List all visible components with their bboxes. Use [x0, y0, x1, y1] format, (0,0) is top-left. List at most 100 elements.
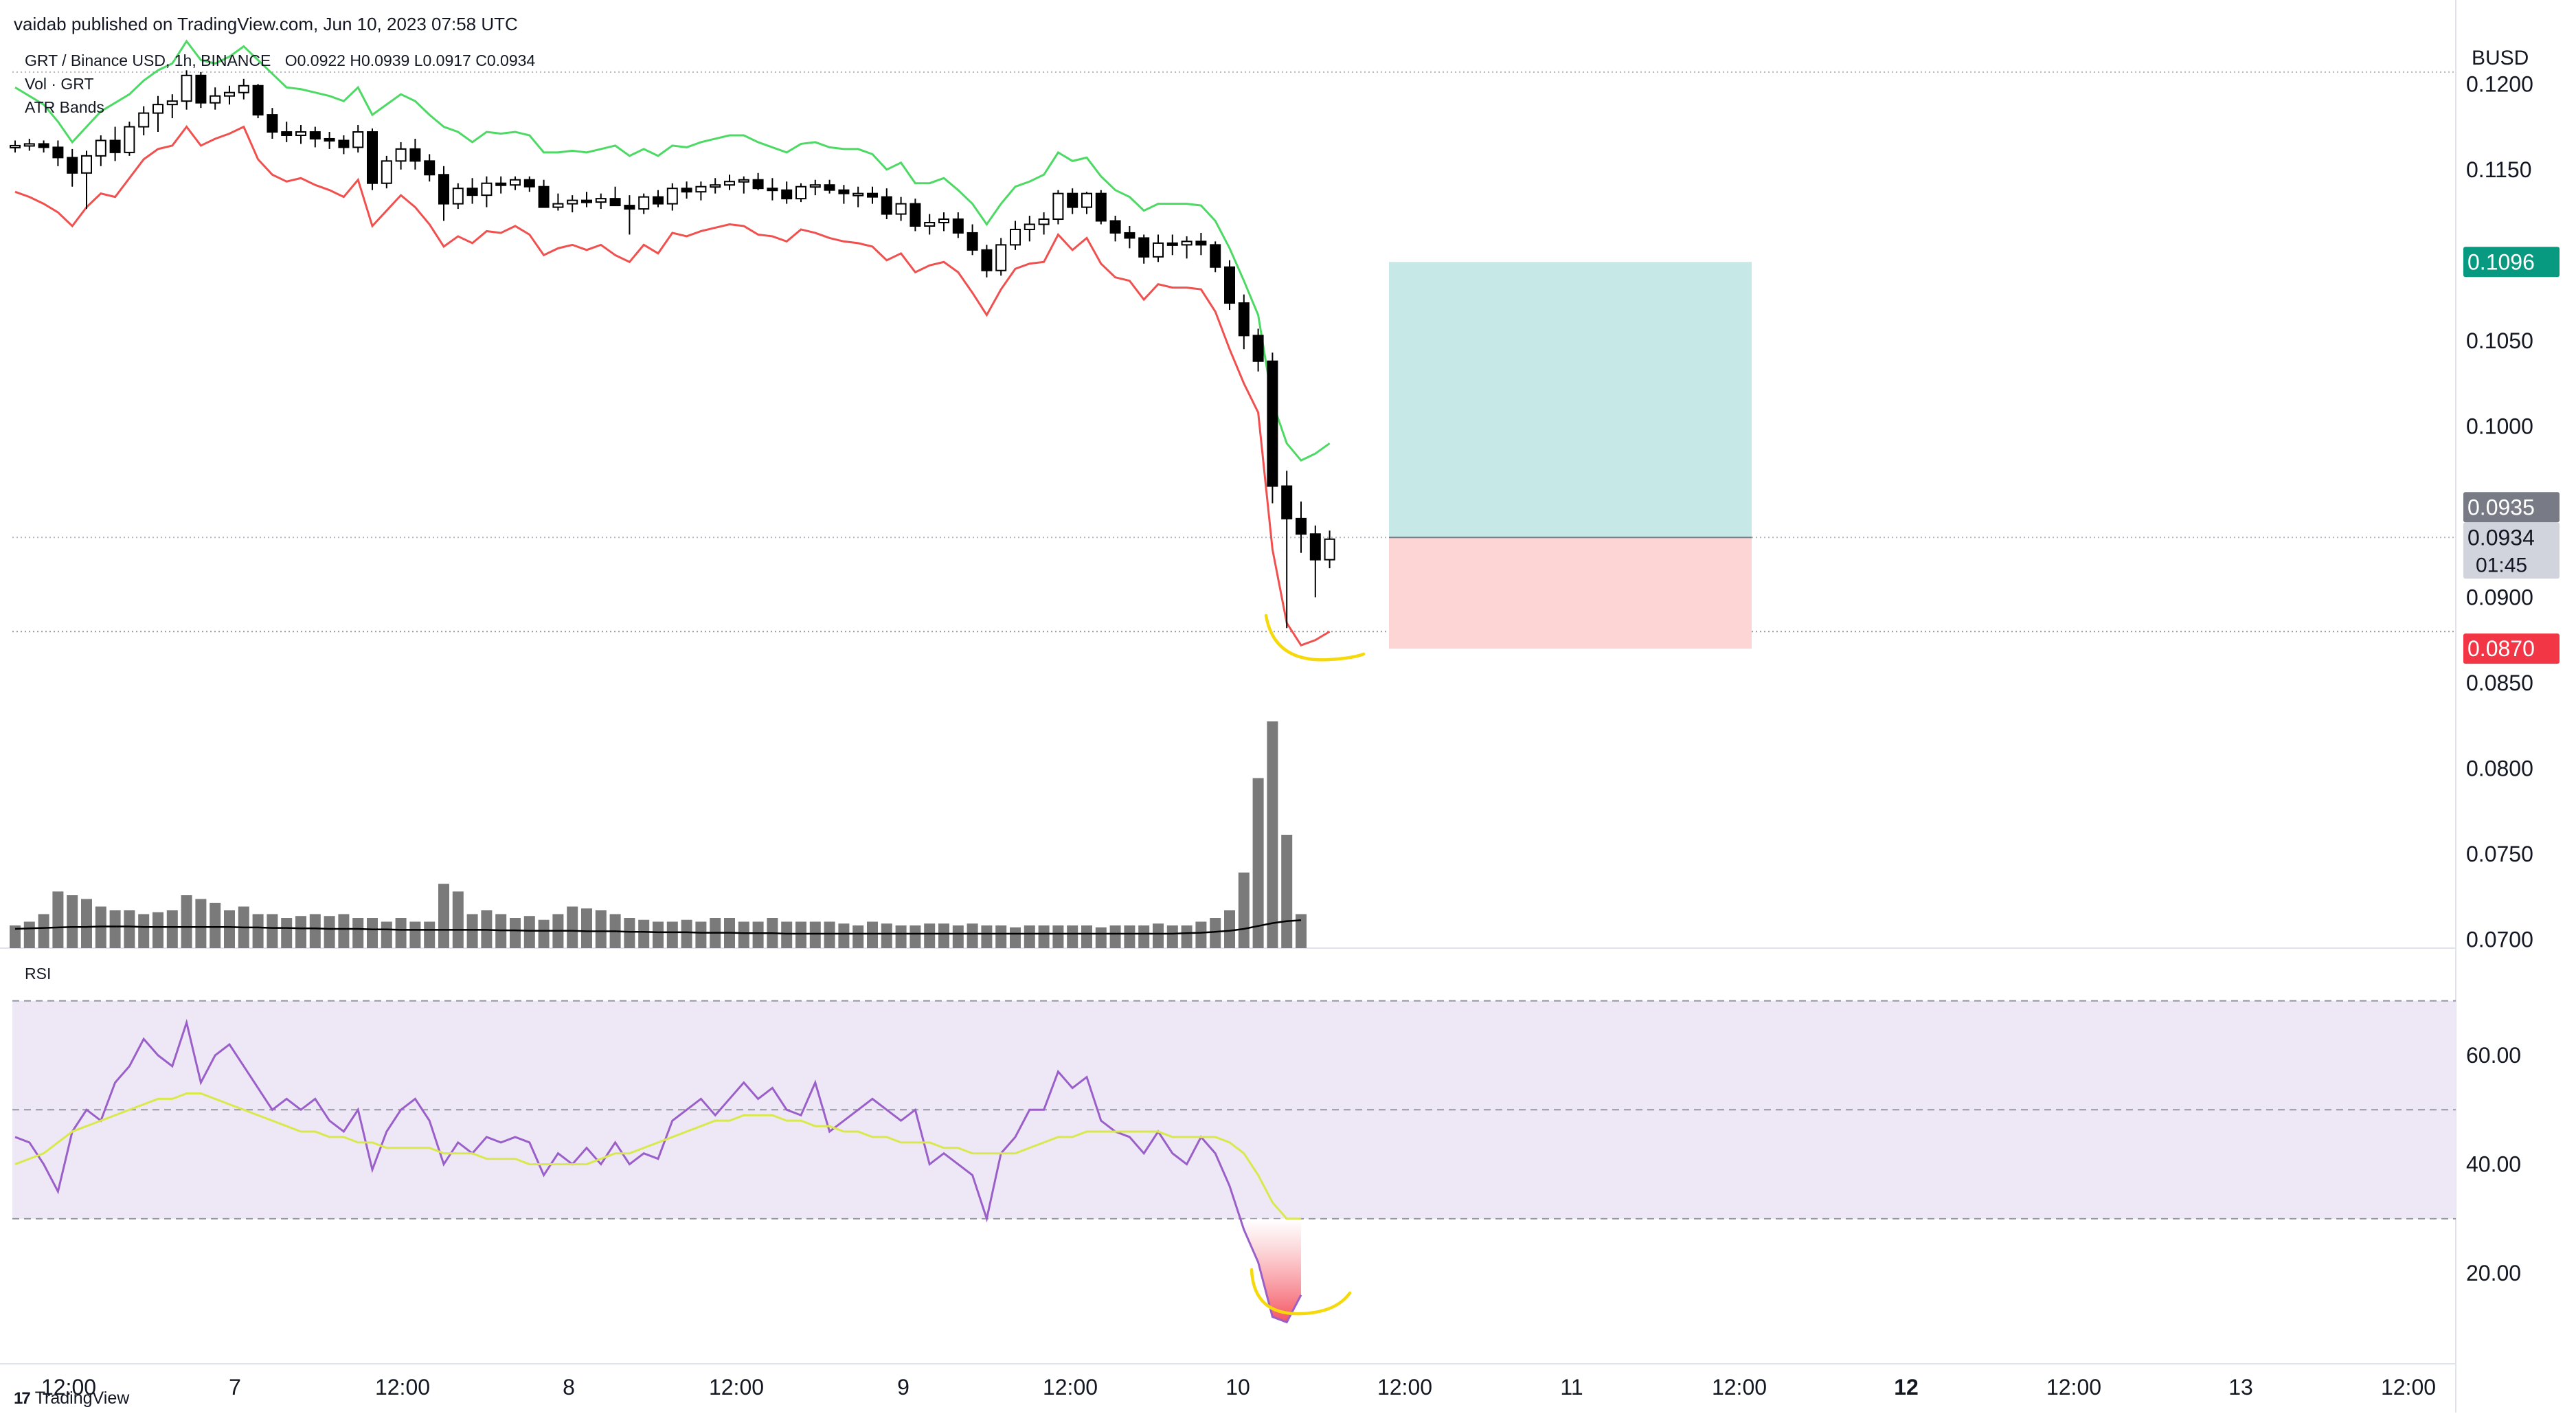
currency-label[interactable]: BUSD: [2472, 47, 2529, 69]
countdown-tag: 01:45: [2476, 554, 2527, 576]
candle-body: [724, 181, 735, 186]
volume-bar: [395, 918, 407, 948]
candle-body: [1210, 244, 1221, 268]
candle-body: [624, 205, 635, 210]
symbol-info: GRT / Binance USD, 1h, BINANCE O0.0922 H…: [25, 52, 535, 70]
volume-bar: [695, 921, 707, 948]
candle-body: [767, 188, 778, 192]
candle-body: [738, 179, 749, 183]
candle-body: [538, 186, 550, 208]
candle-body: [1296, 517, 1307, 535]
volume-bar: [267, 914, 278, 948]
candle-body: [438, 174, 449, 205]
volume-bar: [438, 884, 449, 948]
price-tick-label: 0.1200: [2466, 71, 2533, 96]
volume-bar: [1095, 927, 1107, 948]
volume-bar: [1010, 927, 1021, 948]
volume-bar: [424, 921, 436, 948]
candle-body: [523, 179, 535, 188]
candle-body: [238, 85, 249, 93]
volume-bar: [952, 925, 964, 948]
volume-bar: [52, 891, 64, 948]
volume-bar: [881, 923, 892, 948]
volume-bar: [1052, 925, 1064, 948]
published-caption: vaidab published on TradingView.com, Jun…: [14, 14, 518, 34]
candle-body: [995, 244, 1007, 271]
candle-body: [495, 182, 507, 186]
target-zone[interactable]: [1389, 262, 1752, 538]
candle-body: [1024, 223, 1035, 230]
volume-bar: [981, 925, 993, 948]
candle-body: [367, 131, 378, 184]
volume-bar: [738, 921, 749, 948]
candle-body: [267, 114, 278, 133]
volume-bar: [295, 916, 306, 948]
candle-body: [52, 146, 64, 159]
symbol-line[interactable]: GRT / Binance USD, 1h, BINANCE: [25, 52, 271, 69]
candle-body: [852, 192, 864, 196]
time-tick-label: 12: [1894, 1375, 1919, 1400]
volume-ma-line: [14, 919, 1302, 935]
candle-body: [338, 139, 350, 148]
volume-bar: [324, 916, 335, 948]
atr-label[interactable]: ATR Bands: [25, 98, 104, 116]
volume-bar: [1238, 873, 1250, 948]
volume-bar: [23, 921, 35, 948]
candle-body: [924, 222, 936, 227]
volume-bar: [38, 914, 49, 948]
candle-body: [195, 74, 207, 104]
volume-bar: [523, 916, 535, 948]
volume-bar: [781, 921, 793, 948]
volume-bar: [1067, 925, 1078, 948]
rsi-highlight-arc: [1250, 1268, 1352, 1316]
stop-zone[interactable]: [1389, 537, 1752, 649]
volume-bar: [567, 906, 578, 948]
volume-bar: [1124, 925, 1136, 948]
price-tick-label: 0.1050: [2466, 328, 2533, 353]
volume-bar: [1166, 925, 1178, 948]
rsi-label[interactable]: RSI: [25, 965, 52, 982]
rsi-tick-label: 40.00: [2466, 1152, 2521, 1177]
volume-bar: [681, 919, 692, 948]
candle-body: [752, 179, 764, 190]
volume-bar: [852, 925, 864, 948]
candle-body: [638, 196, 650, 210]
time-tick-label: 7: [229, 1375, 241, 1400]
price-tick-label: 0.1150: [2466, 157, 2532, 182]
candle-body: [224, 91, 235, 97]
candle-body: [38, 143, 49, 148]
candle-body: [324, 137, 335, 142]
volume-bar: [1195, 921, 1207, 948]
candle-body: [1081, 192, 1092, 208]
candle-body: [867, 192, 878, 198]
candle-body: [795, 186, 806, 200]
volume-bar: [367, 918, 378, 948]
volume-bar: [838, 923, 850, 948]
price-tick-label: 0.0700: [2466, 928, 2533, 952]
candle-body: [1038, 218, 1050, 225]
volume-bar: [909, 925, 921, 948]
volume-label[interactable]: Vol · GRT: [25, 75, 94, 93]
candle-body: [1153, 242, 1164, 258]
candle-body: [1138, 237, 1150, 258]
candle-body: [1010, 228, 1021, 246]
stop-price-tag-bg: [2463, 633, 2560, 664]
candle-body: [967, 232, 978, 251]
target-price-tag: 0.1096: [2467, 249, 2535, 274]
volume-bar: [181, 895, 192, 948]
candle-body: [567, 199, 578, 205]
volume-bar: [309, 914, 321, 948]
time-tick-label: 12:00: [1712, 1375, 1767, 1400]
time-tick-label: 8: [563, 1375, 575, 1400]
candle-body: [67, 157, 78, 174]
volume-bar: [1138, 925, 1150, 948]
time-tick-label: 13: [2228, 1375, 2253, 1400]
candle-body: [381, 160, 392, 184]
volume-bar: [452, 891, 464, 948]
current-price-tag: 0.0934: [2467, 525, 2535, 550]
footer-brand[interactable]: 17 TradingView: [14, 1389, 129, 1408]
candle-body: [1281, 485, 1293, 519]
volume-bar: [809, 921, 821, 948]
volume-bar: [466, 914, 478, 948]
